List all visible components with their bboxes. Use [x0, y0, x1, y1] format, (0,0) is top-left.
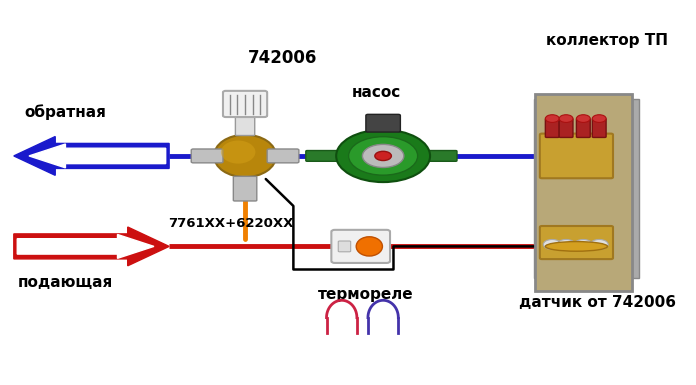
FancyBboxPatch shape: [233, 176, 257, 201]
FancyBboxPatch shape: [535, 94, 632, 291]
Ellipse shape: [221, 141, 255, 164]
FancyBboxPatch shape: [306, 151, 340, 161]
FancyBboxPatch shape: [540, 226, 613, 259]
Text: насос: насос: [351, 85, 401, 100]
Text: 7761XX+6220XX: 7761XX+6220XX: [168, 217, 294, 230]
FancyBboxPatch shape: [191, 149, 223, 163]
FancyBboxPatch shape: [624, 99, 638, 278]
FancyBboxPatch shape: [235, 113, 255, 136]
FancyBboxPatch shape: [331, 230, 390, 263]
Circle shape: [363, 144, 404, 167]
Text: коллектор ТП: коллектор ТП: [546, 33, 668, 48]
Circle shape: [336, 130, 430, 182]
Circle shape: [592, 115, 606, 122]
Text: термореле: термореле: [318, 287, 413, 302]
Circle shape: [590, 239, 608, 249]
Circle shape: [576, 115, 590, 122]
FancyArrow shape: [17, 234, 154, 258]
FancyBboxPatch shape: [540, 134, 613, 178]
Circle shape: [546, 115, 559, 122]
FancyArrow shape: [14, 227, 169, 266]
Text: 742006: 742006: [248, 49, 317, 67]
Circle shape: [557, 239, 575, 249]
FancyBboxPatch shape: [267, 149, 299, 163]
Ellipse shape: [546, 242, 608, 251]
FancyBboxPatch shape: [427, 151, 457, 161]
Text: датчик от 742006: датчик от 742006: [519, 295, 676, 310]
FancyBboxPatch shape: [576, 119, 590, 137]
Circle shape: [559, 115, 573, 122]
Circle shape: [349, 137, 418, 175]
Circle shape: [574, 239, 592, 249]
Text: подающая: подающая: [18, 276, 113, 290]
Circle shape: [375, 151, 391, 161]
FancyBboxPatch shape: [592, 119, 606, 137]
Ellipse shape: [214, 135, 276, 177]
FancyBboxPatch shape: [559, 119, 573, 137]
FancyBboxPatch shape: [546, 119, 559, 137]
FancyBboxPatch shape: [366, 114, 400, 132]
Text: обратная: обратная: [24, 104, 106, 119]
Ellipse shape: [356, 237, 382, 256]
FancyArrow shape: [14, 137, 169, 175]
Circle shape: [544, 239, 561, 249]
FancyBboxPatch shape: [534, 99, 549, 278]
FancyArrow shape: [29, 144, 166, 168]
FancyBboxPatch shape: [223, 91, 267, 117]
FancyBboxPatch shape: [338, 241, 351, 252]
